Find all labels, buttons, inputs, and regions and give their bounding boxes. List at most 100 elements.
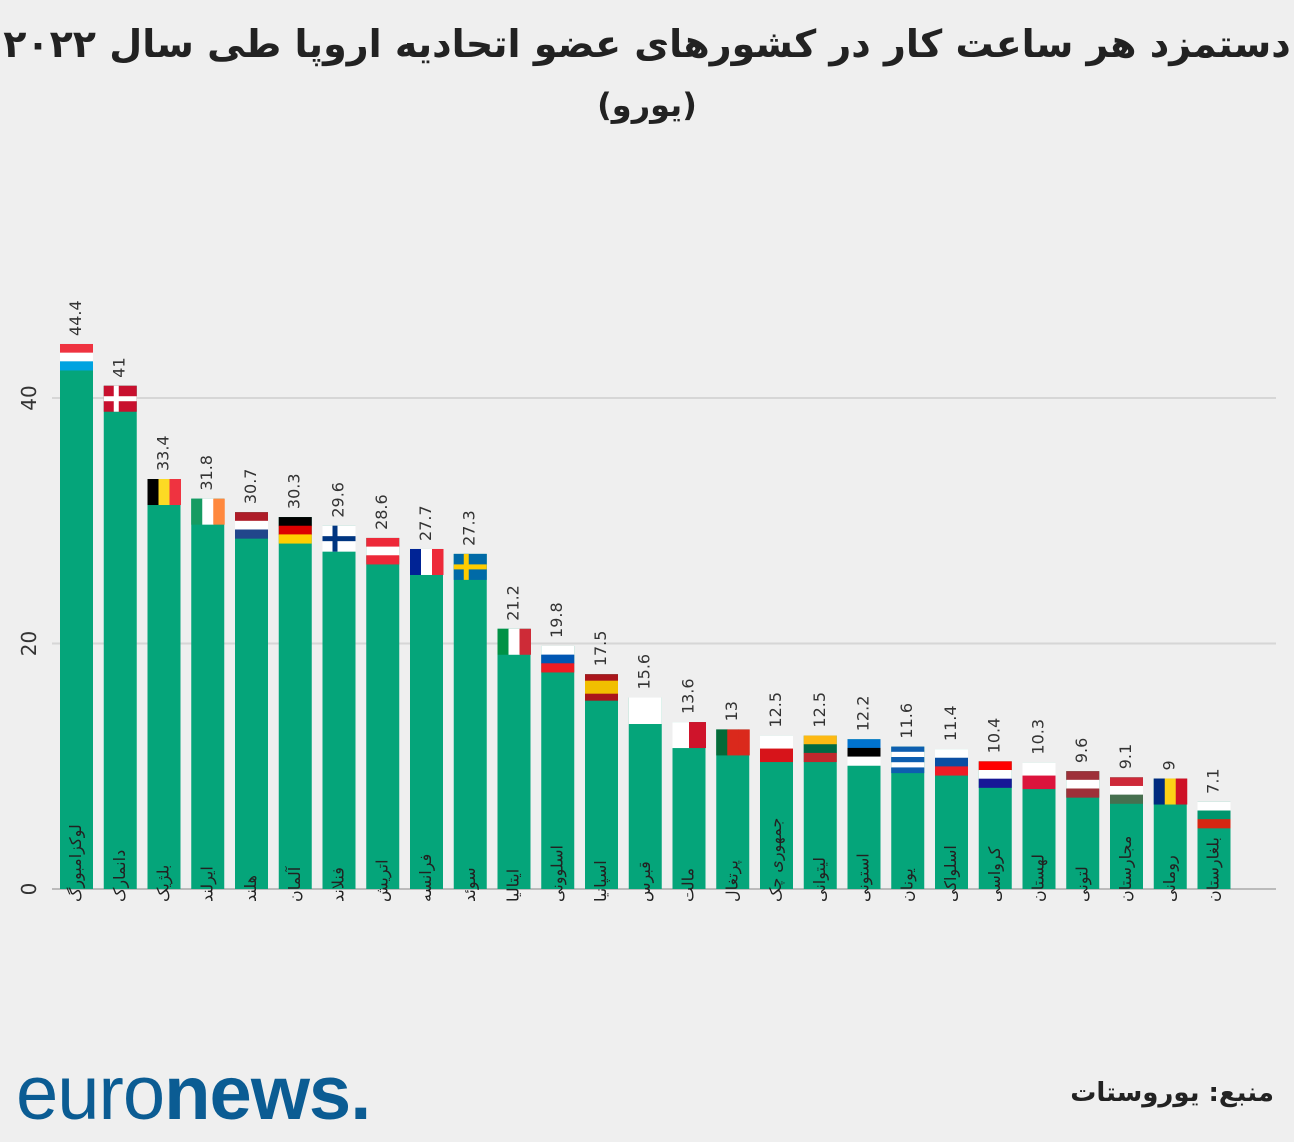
flag-stripe [760,735,793,750]
y-tick-label: 40 [17,385,41,410]
data-label: 11.6 [897,703,916,739]
data-label: 19.8 [547,602,566,638]
data-label: 30.7 [241,469,260,505]
flag-stripe [1066,771,1100,781]
bar [366,537,400,889]
x-tick-label: لیتوانی [810,857,830,902]
flag-stripe [935,766,968,776]
flag-stripe [1110,785,1143,796]
x-tick-label: ایتالیا [504,869,523,902]
flag-stripe [1153,778,1166,805]
flag-stripe [891,762,925,768]
euronews-logo: euronews. [16,1050,371,1137]
data-label: 10.4 [985,718,1004,754]
data-label: 15.6 [635,654,654,690]
data-label: 17.5 [591,631,610,667]
bar [103,385,137,889]
flag-stripe [1110,794,1143,804]
x-tick-label: یونان [897,868,917,902]
flag-stripe [60,352,93,362]
data-label: 9.6 [1072,738,1091,763]
x-tick-label: قبرس [635,861,655,902]
flag-stripe [891,746,925,753]
flag-stripe [716,729,728,756]
data-label: 12.2 [854,696,873,732]
flag-stripe [803,752,837,763]
x-tick-label: لوکزامبورگ [66,824,86,902]
flag-stripe [1066,779,1100,789]
data-label: 10.3 [1029,719,1048,755]
y-tick-label: 20 [17,631,41,656]
data-label: 13 [722,701,741,721]
bar [716,729,750,889]
flag-stripe [1022,762,1056,777]
flag-stripe [585,674,618,682]
bar [672,722,706,889]
flag-stripe [421,548,433,575]
x-tick-label: مالت [679,868,698,902]
x-tick-label: اسلواکی [941,845,961,902]
flag-stripe [60,361,93,371]
flag-stripe [803,744,837,754]
data-label: 9.1 [1116,744,1135,769]
x-tick-label: رومانی [1160,855,1180,902]
data-label: 31.8 [197,455,216,491]
flag-stripe [202,498,214,525]
data-label: 44.4 [66,300,85,336]
data-label: 21.2 [504,585,523,621]
data-label: 28.6 [372,494,391,530]
logo-text-bold: news. [164,1051,371,1136]
data-label: 12.5 [810,692,829,728]
data-label: 41 [110,357,129,377]
flag-stripe [585,680,618,688]
bar [453,553,487,889]
flag-stripe [60,343,93,354]
data-label: 12.5 [766,692,785,728]
flag-stripe [191,498,203,525]
flag-stripe [213,498,225,525]
data-label: 9 [1160,760,1179,770]
flag-stripe [1164,778,1177,805]
flag-stripe [366,537,400,548]
x-tick-label: آلمان [285,865,304,902]
bar [235,512,268,889]
bar [497,628,531,889]
flag-stripe [847,747,881,758]
flag-stripe [689,722,706,749]
flag-stripe [727,729,739,756]
flag-stripe [169,479,181,506]
flag-stripe [738,729,750,756]
bar [322,525,356,889]
x-tick-label: جمهوری چک [766,818,786,902]
flag-stripe [147,479,159,506]
x-tick-label: استونی [854,853,874,902]
y-tick-label: 0 [17,883,41,896]
bar [585,674,618,889]
bar [147,479,181,889]
bar [60,343,93,889]
chart-subtitle: (یورو) [597,86,697,124]
flag-stripe [541,663,575,673]
flag-stripe [1197,801,1231,812]
flag-cross [453,564,487,570]
flag-stripe [585,687,618,695]
bar [410,548,443,889]
flag-stripe [978,770,1012,780]
source-note: منبع: یوروستات [1070,1078,1274,1108]
flag-stripe [235,520,268,530]
flag-stripe [628,697,662,725]
data-label: 27.7 [416,505,435,541]
flag-stripe [1197,819,1231,829]
x-tick-label: هلند [241,875,260,902]
flag-cross [322,536,356,542]
flag-stripe [847,739,881,749]
flag-stripe [1022,775,1056,790]
x-tick-label: لهستان [1029,854,1049,902]
flag-stripe [278,534,312,544]
flag-stripe [366,555,400,565]
data-label: 33.4 [154,435,173,471]
x-tick-label: بلژیک [154,865,174,902]
x-tick-label: اتریش [372,859,392,902]
data-label: 29.6 [329,482,348,518]
